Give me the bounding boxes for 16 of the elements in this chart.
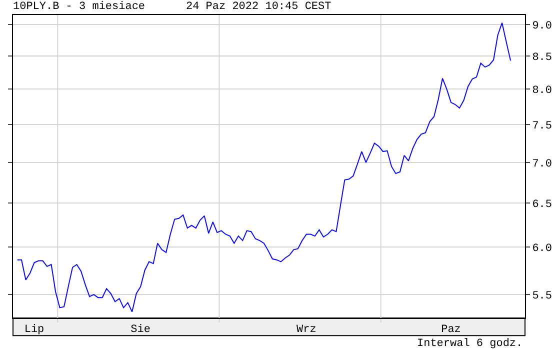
y-tick-label: 7.0 — [532, 158, 552, 170]
y-tick-label: 6.5 — [532, 198, 552, 211]
y-tick-label: 6.0 — [532, 242, 552, 255]
y-tick-label: 7.5 — [532, 120, 552, 132]
line-series — [16, 22, 512, 312]
x-tick-label: Sie — [130, 324, 150, 336]
x-tick-label: Lip — [24, 324, 44, 336]
y-tick-label: 9.0 — [532, 20, 552, 33]
y-tick-label: 8.5 — [532, 52, 552, 64]
chart-title: 10PLY.B - 3 miesiace — [13, 1, 146, 13]
text: Interwal 6 godz. — [417, 338, 523, 350]
y-tick-label: 8.0 — [532, 85, 552, 98]
x-tick-label: Paz — [441, 324, 461, 336]
chart-subtitle: 24 Paz 2022 10:45 CEST — [186, 1, 332, 13]
x-tick-label: Wrz — [296, 324, 316, 336]
y-tick-label: 5.5 — [532, 290, 552, 302]
